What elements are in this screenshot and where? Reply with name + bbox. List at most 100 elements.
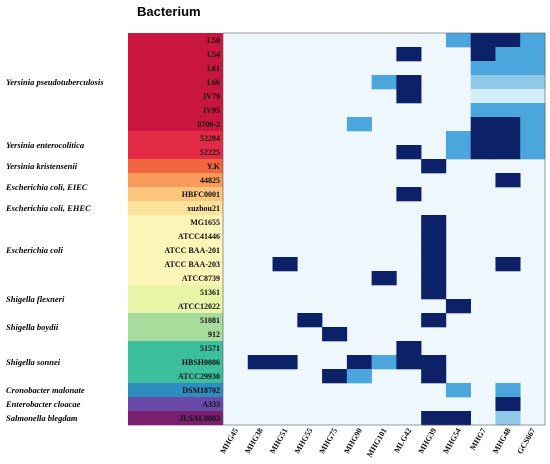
heatmap-cell bbox=[495, 257, 521, 272]
heatmap-cell bbox=[520, 89, 546, 104]
species-label: Escherichia coli, EIEC bbox=[5, 182, 88, 192]
strain-color-cell bbox=[128, 131, 223, 146]
strain-label: ATCC8739 bbox=[182, 274, 220, 283]
heatmap-cell bbox=[421, 271, 447, 286]
heatmap-cells bbox=[247, 33, 546, 426]
strain-color-cell bbox=[128, 159, 223, 174]
strain-label: HBSH0086 bbox=[182, 358, 220, 367]
strain-label: 51571 bbox=[200, 344, 220, 353]
strain-label: xuzhou21 bbox=[187, 204, 220, 213]
column-label: MLG42 bbox=[392, 427, 413, 455]
strain-label: I.66 bbox=[207, 78, 220, 87]
strain-label: MG1655 bbox=[190, 218, 220, 227]
heatmap-cell bbox=[470, 89, 496, 104]
heatmap-cell bbox=[445, 383, 471, 398]
column-label: MHG38 bbox=[243, 427, 265, 456]
heatmap-cell bbox=[520, 145, 546, 160]
species-label: Yersinia pseudotuberculosis bbox=[6, 77, 104, 87]
strain-color-cell bbox=[128, 89, 223, 104]
heatmap-cell bbox=[495, 61, 521, 76]
column-labels: MHG45 MHG38 MHG51 MHG55 MHG75 MHG90 MHG101 MLG4… bbox=[218, 427, 537, 459]
column-label: MHG75 bbox=[317, 427, 339, 456]
chart-title: Bacterium bbox=[137, 4, 201, 19]
heatmap-cell bbox=[322, 369, 348, 384]
heatmap-cell bbox=[495, 173, 521, 188]
column-label: MHG45 bbox=[218, 427, 240, 456]
heatmap-cell bbox=[495, 47, 521, 62]
strain-labels: I.50 I.54 I.61 I.66 IV79 IV95 0706-2 52204 52225… bbox=[164, 36, 220, 423]
strain-label: ATCC41446 bbox=[178, 232, 220, 241]
strain-color-cell bbox=[128, 369, 223, 384]
strain-color-cell bbox=[128, 257, 223, 272]
species-label: Enterobacter cloacae bbox=[5, 399, 81, 409]
heatmap-cell bbox=[520, 75, 546, 90]
strain-label: I.50 bbox=[207, 36, 220, 45]
strain-color-cell bbox=[128, 61, 223, 76]
heatmap-cell bbox=[396, 355, 422, 370]
strain-label: ATCC29930 bbox=[178, 372, 220, 381]
species-label: Escherichia coli, EHEC bbox=[5, 203, 91, 213]
strain-color-cell bbox=[128, 201, 223, 216]
strain-color-cell bbox=[128, 215, 223, 230]
species-label: Shigella boydii bbox=[6, 322, 59, 332]
heatmap-cell bbox=[421, 159, 447, 174]
heatmap-cell bbox=[272, 257, 298, 272]
species-label: Cronobacter malonate bbox=[6, 385, 85, 395]
strain-color-cell bbox=[128, 271, 223, 286]
heatmap-cell bbox=[421, 243, 447, 258]
heatmap-cell bbox=[495, 75, 521, 90]
heatmap-cell bbox=[421, 285, 447, 300]
strain-color-cell bbox=[128, 285, 223, 300]
strain-label: 0706-2 bbox=[197, 120, 220, 129]
strain-color-cell bbox=[128, 47, 223, 62]
strain-label: 51361 bbox=[200, 288, 220, 297]
heatmap-cell bbox=[495, 411, 521, 426]
heatmap-cell bbox=[495, 33, 521, 48]
heatmap-cell bbox=[520, 131, 546, 146]
heatmap-cell bbox=[322, 327, 348, 342]
strain-color-cell bbox=[128, 117, 223, 132]
strain-label: HBFC0001 bbox=[182, 190, 220, 199]
strain-color-cell bbox=[128, 229, 223, 244]
heatmap-cell bbox=[520, 61, 546, 76]
heatmap-cell bbox=[445, 131, 471, 146]
strain-color-cell bbox=[128, 383, 223, 398]
column-label: MHG39 bbox=[416, 427, 438, 456]
strain-label: IV79 bbox=[203, 92, 220, 101]
strain-label: Y.K bbox=[207, 162, 221, 171]
strain-label: 44825 bbox=[200, 176, 220, 185]
species-label: Shigella flexneri bbox=[6, 294, 65, 304]
species-label: Salmonella blegdam bbox=[6, 413, 78, 423]
strain-label: ATCC12022 bbox=[178, 302, 220, 311]
column-label: MHG101 bbox=[365, 427, 389, 459]
heatmap-cell bbox=[396, 341, 422, 356]
heatmap-cell bbox=[470, 61, 496, 76]
column-label: MHG51 bbox=[268, 427, 290, 456]
heatmap-cell bbox=[445, 145, 471, 160]
strain-color-cell bbox=[128, 313, 223, 328]
heatmap-cell bbox=[421, 369, 447, 384]
column-label: MHG48 bbox=[491, 427, 513, 456]
strain-label: 912 bbox=[208, 330, 220, 339]
column-label: MHG90 bbox=[342, 427, 364, 456]
heatmap-cell bbox=[421, 229, 447, 244]
heatmap-border bbox=[222, 32, 546, 426]
species-labels: Yersinia pseudotuberculosis Yersinia ente… bbox=[5, 77, 104, 423]
heatmap-cell bbox=[495, 145, 521, 160]
heatmap-cell bbox=[470, 117, 496, 132]
heatmap-cell bbox=[445, 33, 471, 48]
column-label: GCS667 bbox=[515, 427, 537, 456]
heatmap-cell bbox=[470, 103, 496, 118]
heatmap-cell bbox=[495, 117, 521, 132]
heatmap-cell bbox=[470, 33, 496, 48]
strain-color-cell bbox=[128, 341, 223, 356]
heatmap-cell bbox=[520, 117, 546, 132]
heatmap-cell bbox=[495, 397, 521, 412]
strain-color-cell bbox=[128, 327, 223, 342]
heatmap-cell bbox=[247, 355, 273, 370]
column-label: MHG54 bbox=[441, 427, 463, 456]
strain-color-bar bbox=[128, 33, 223, 426]
heatmap-cell bbox=[346, 355, 372, 370]
strain-label: ATCC BAA-203 bbox=[164, 260, 220, 269]
strain-color-cell bbox=[128, 243, 223, 258]
